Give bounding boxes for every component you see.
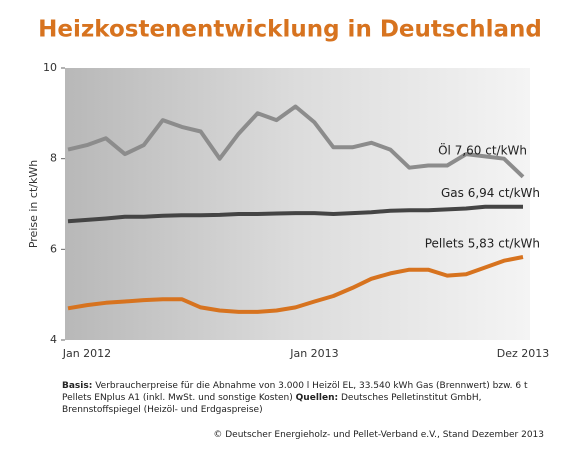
y-tick-label: 4	[50, 333, 57, 346]
series-line	[67, 204, 523, 224]
series-label: Pellets 5,83 ct/kWh	[425, 237, 540, 251]
series-line	[67, 255, 524, 314]
x-tick-label: Jan 2012	[62, 347, 111, 360]
series-label: Gas 6,94 ct/kWh	[441, 186, 540, 200]
basis-text: Verbraucherpreise für die Abnahme von 3.…	[62, 381, 528, 403]
plot-area	[65, 68, 530, 340]
y-tick-label: 8	[50, 152, 57, 165]
footnote: Basis: Verbraucherpreise für die Abnahme…	[62, 380, 550, 416]
y-axis-label: Preise in ct/kWh	[27, 160, 40, 248]
y-tick-label: 10	[43, 61, 57, 74]
y-tick-label: 6	[50, 242, 57, 255]
sources-text: Deutsches Pelletinstitut GmbH, Brennstof…	[62, 393, 482, 415]
copyright: © Deutscher Energieholz- und Pellet-Verb…	[213, 430, 544, 440]
sources-label: Quellen:	[295, 393, 339, 403]
x-tick-label: Dez 2013	[497, 347, 550, 360]
chart: Heizkostenentwicklung in Deutschland Pre…	[27, 17, 550, 361]
chart-title: Heizkostenentwicklung in Deutschland	[38, 17, 542, 43]
basis-label: Basis:	[62, 381, 93, 391]
x-tick-label: Jan 2013	[289, 347, 338, 360]
series-label: Öl 7,60 ct/kWh	[438, 141, 527, 157]
series-line	[67, 104, 525, 179]
